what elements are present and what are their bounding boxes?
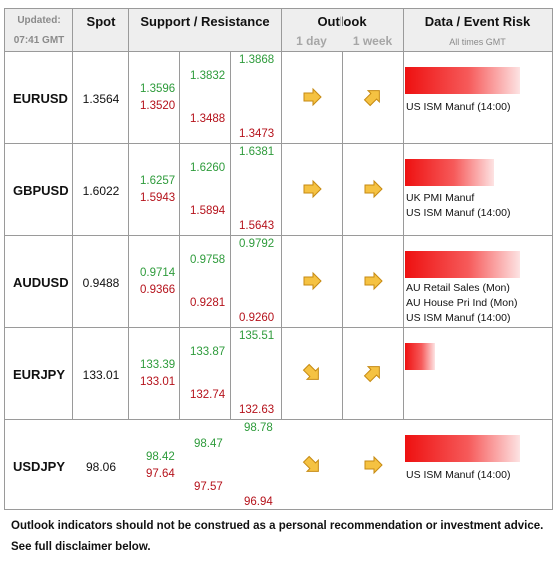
support-resistance-level: 1.3832	[190, 70, 226, 82]
event-item: AU House Pri Ind (Mon)	[406, 297, 518, 309]
spot-value: 1.6022	[82, 184, 120, 198]
outlook-1week-header: 1 week	[352, 34, 393, 48]
support-resistance-level: 98.47	[194, 438, 223, 450]
support-resistance-level: 132.74	[190, 389, 226, 401]
disclaimer-line-2: See full disclaimer below.	[11, 541, 151, 553]
support-resistance-level: 133.87	[190, 346, 226, 358]
event-risk-bar	[405, 251, 520, 278]
updated-label: Updated:	[17, 15, 61, 26]
data-event-risk-header: Data / Event Risk	[424, 14, 531, 29]
table-row: AUDUSD 0.9488 0.9714 0.9366 0.9758 0.928…	[5, 235, 552, 327]
support-resistance-level: 135.51	[239, 330, 275, 342]
grid-line	[72, 9, 73, 420]
support-resistance-level: 1.5943	[140, 192, 176, 204]
support-resistance-level: 1.3488	[190, 113, 226, 125]
table-row: EURUSD 1.3564 1.3596 1.3520 1.3832 1.348…	[5, 51, 552, 143]
event-risk-bar	[405, 159, 494, 186]
support-resistance-level: 1.5643	[239, 220, 275, 232]
support-resistance-level: 97.57	[194, 481, 223, 493]
arrow-down-right-icon	[302, 455, 319, 472]
arrow-up-right-icon	[363, 90, 380, 107]
support-resistance-level: 1.6260	[190, 162, 226, 174]
support-resistance-level: 133.39	[140, 359, 176, 371]
table-row: EURJPY 133.01 133.39 133.01 133.87 132.7…	[5, 327, 552, 419]
table-header: Updated: 07:41 GMT Spot Support / Resist…	[5, 9, 552, 52]
pair-label: EURJPY	[13, 367, 66, 382]
pair-label: AUDUSD	[13, 275, 69, 290]
support-resistance-level: 132.63	[239, 404, 275, 416]
arrow-right-icon	[364, 271, 383, 291]
support-resistance-level: 96.94	[244, 496, 273, 508]
spot-header: Spot	[86, 14, 116, 29]
spot-value: 98.06	[85, 460, 117, 474]
arrow-right-icon	[303, 87, 322, 107]
event-item: US ISM Manuf (14:00)	[406, 312, 511, 324]
spot-value: 133.01	[82, 368, 120, 382]
table-row: GBPUSD 1.6022 1.6257 1.5943 1.6260 1.589…	[5, 143, 552, 235]
event-item: UK PMI Manuf	[406, 192, 475, 204]
arrow-right-icon	[364, 179, 383, 199]
support-resistance-level: 1.3868	[239, 54, 275, 66]
event-risk-bar	[405, 67, 520, 94]
grid-line	[5, 235, 552, 236]
event-item: US ISM Manuf (14:00)	[406, 469, 511, 481]
event-item: US ISM Manuf (14:00)	[406, 207, 511, 219]
support-resistance-level: 1.3520	[140, 100, 176, 112]
pair-label: USDJPY	[13, 459, 66, 474]
grid-line	[281, 9, 282, 420]
support-resistance-level: 0.9366	[140, 284, 176, 296]
support-resistance-level: 133.01	[140, 376, 176, 388]
grid-line	[5, 419, 552, 420]
support-resistance-level: 1.6257	[140, 175, 176, 187]
support-resistance-level: 0.9714	[140, 267, 176, 279]
support-resistance-level: 1.3596	[140, 83, 176, 95]
outlook-header: Outlook	[317, 14, 367, 29]
support-resistance-level: 1.6381	[239, 146, 275, 158]
event-item: US ISM Manuf (14:00)	[406, 101, 511, 113]
support-resistance-level: 1.3473	[239, 128, 275, 140]
support-resistance-level: 0.9260	[239, 312, 275, 324]
arrow-up-right-icon	[363, 366, 380, 383]
support-resistance-level: 98.78	[244, 422, 273, 434]
spot-value: 1.3564	[82, 92, 120, 106]
pair-label: EURUSD	[13, 91, 68, 106]
grid-line	[5, 327, 552, 328]
support-resistance-level: 0.9758	[190, 254, 226, 266]
arrow-right-icon	[364, 455, 383, 475]
grid-line	[5, 143, 552, 144]
table-row: USDJPY 98.06 98.42 97.64 98.47 97.57 98.…	[5, 419, 552, 511]
support-resistance-level: 97.64	[146, 468, 175, 480]
grid-line	[128, 9, 129, 420]
disclaimer-line-1: Outlook indicators should not be constru…	[11, 520, 544, 532]
outlook-1day-header: 1 day	[296, 34, 327, 48]
support-resistance-header: Support / Resistance	[140, 14, 270, 29]
outlook-table: Updated: 07:41 GMT Spot Support / Resist…	[4, 8, 553, 510]
event-risk-bar	[405, 343, 435, 370]
arrow-down-right-icon	[302, 363, 319, 380]
event-risk-bar	[405, 435, 520, 462]
arrow-right-icon	[303, 179, 322, 199]
pair-label: GBPUSD	[13, 183, 69, 198]
support-resistance-level: 0.9281	[190, 297, 226, 309]
support-resistance-level: 98.42	[146, 451, 175, 463]
support-resistance-level: 1.5894	[190, 205, 226, 217]
all-times-gmt-label: All times GMT	[449, 37, 506, 47]
grid-line	[403, 9, 404, 420]
header-spacer	[341, 9, 342, 51]
updated-time: 07:41 GMT	[13, 35, 65, 46]
support-resistance-level: 0.9792	[239, 238, 275, 250]
spot-value: 0.9488	[82, 276, 120, 290]
event-item: AU Retail Sales (Mon)	[406, 282, 510, 294]
arrow-right-icon	[303, 271, 322, 291]
